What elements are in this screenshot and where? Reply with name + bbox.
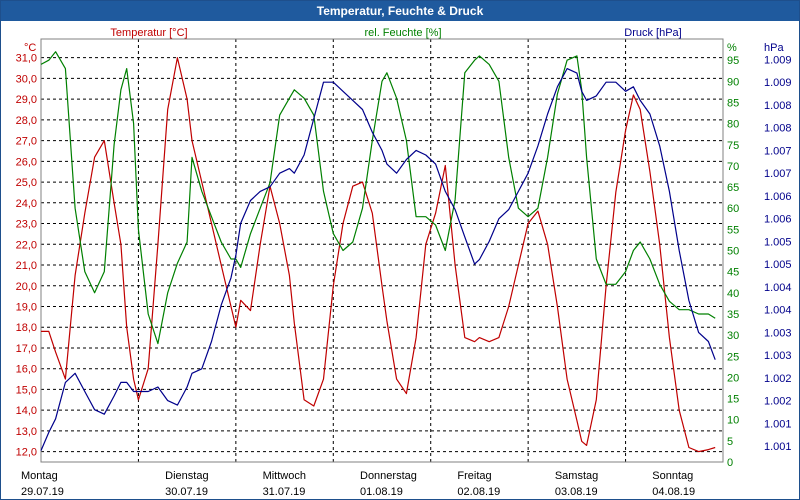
plot-border bbox=[40, 38, 724, 463]
plot-area bbox=[41, 39, 723, 462]
temperature-tick-label: 23,0 bbox=[16, 219, 37, 231]
pressure-tick-label: 1.004 bbox=[764, 305, 792, 317]
humidity-tick-label: 45 bbox=[727, 267, 739, 279]
humidity-axis-title: rel. Feuchte [%] bbox=[364, 27, 441, 39]
pressure-tick-label: 1.008 bbox=[764, 123, 792, 135]
temperature-tick-label: 12,0 bbox=[16, 447, 37, 459]
pressure-tick-label: 1.006 bbox=[764, 214, 792, 226]
date-label: 02.08.19 bbox=[457, 486, 500, 498]
pressure-tick-label: 1.005 bbox=[764, 236, 792, 248]
date-label: 01.08.19 bbox=[360, 486, 403, 498]
pressure-unit: hPa bbox=[764, 42, 784, 54]
humidity-tick-label: 40 bbox=[727, 288, 739, 300]
day-label: Mittwoch bbox=[263, 470, 306, 482]
pressure-tick-label: 1.003 bbox=[764, 327, 792, 339]
series-line-pressure bbox=[40, 67, 716, 451]
humidity-tick-label: 0 bbox=[727, 457, 733, 469]
pressure-tick-label: 1.003 bbox=[764, 350, 792, 362]
date-label: 30.07.19 bbox=[165, 486, 208, 498]
series-line-humidity bbox=[40, 51, 716, 345]
humidity-tick-label: 5 bbox=[727, 436, 733, 448]
date-label: 03.08.19 bbox=[555, 486, 598, 498]
temperature-tick-label: 27,0 bbox=[16, 136, 37, 148]
temperature-axis-title: Temperatur [°C] bbox=[110, 27, 187, 39]
temperature-tick-label: 21,0 bbox=[16, 260, 37, 272]
pressure-tick-label: 1.006 bbox=[764, 191, 792, 203]
day-label: Freitag bbox=[457, 470, 491, 482]
temperature-tick-label: 25,0 bbox=[16, 177, 37, 189]
humidity-tick-label: 35 bbox=[727, 309, 739, 321]
day-label: Donnerstag bbox=[360, 470, 417, 482]
temperature-tick-label: 22,0 bbox=[16, 239, 37, 251]
series-line-temperature bbox=[41, 57, 716, 453]
pressure-tick-label: 1.007 bbox=[764, 168, 792, 180]
humidity-tick-label: 30 bbox=[727, 330, 739, 342]
humidity-unit: % bbox=[727, 42, 737, 54]
temperature-tick-label: 31,0 bbox=[16, 53, 37, 65]
temperature-tick-label: 20,0 bbox=[16, 281, 37, 293]
temperature-tick-label: 17,0 bbox=[16, 343, 37, 355]
humidity-tick-label: 55 bbox=[727, 224, 739, 236]
humidity-tick-label: 50 bbox=[727, 246, 739, 258]
temperature-tick-label: 24,0 bbox=[16, 198, 37, 210]
temperature-tick-label: 18,0 bbox=[16, 322, 37, 334]
temperature-unit: °C bbox=[24, 42, 36, 54]
pressure-tick-label: 1.002 bbox=[764, 396, 792, 408]
day-label: Sonntag bbox=[652, 470, 693, 482]
humidity-tick-label: 95 bbox=[727, 55, 739, 67]
pressure-axis-title: Druck [hPa] bbox=[624, 27, 681, 39]
humidity-tick-label: 60 bbox=[727, 203, 739, 215]
pressure-tick-label: 1.008 bbox=[764, 100, 792, 112]
pressure-tick-label: 1.004 bbox=[764, 282, 792, 294]
window-title: Temperatur, Feuchte & Druck bbox=[1, 1, 799, 21]
temperature-tick-label: 14,0 bbox=[16, 405, 37, 417]
humidity-tick-label: 20 bbox=[727, 372, 739, 384]
day-label: Dienstag bbox=[165, 470, 208, 482]
humidity-tick-label: 25 bbox=[727, 351, 739, 363]
pressure-tick-label: 1.009 bbox=[764, 54, 792, 66]
pressure-tick-label: 1.005 bbox=[764, 259, 792, 271]
temperature-tick-label: 16,0 bbox=[16, 364, 37, 376]
pressure-tick-label: 1.001 bbox=[764, 441, 792, 453]
humidity-tick-label: 90 bbox=[727, 76, 739, 88]
humidity-tick-label: 80 bbox=[727, 119, 739, 131]
temperature-tick-label: 13,0 bbox=[16, 426, 37, 438]
pressure-tick-label: 1.009 bbox=[764, 77, 792, 89]
temperature-tick-label: 29,0 bbox=[16, 94, 37, 106]
day-label: Montag bbox=[21, 470, 58, 482]
date-label: 04.08.19 bbox=[652, 486, 695, 498]
temperature-tick-label: 19,0 bbox=[16, 301, 37, 313]
humidity-tick-label: 15 bbox=[727, 394, 739, 406]
day-label: Samstag bbox=[555, 470, 598, 482]
temperature-tick-label: 30,0 bbox=[16, 73, 37, 85]
humidity-tick-label: 85 bbox=[727, 97, 739, 109]
temperature-tick-label: 26,0 bbox=[16, 156, 37, 168]
pressure-tick-label: 1.001 bbox=[764, 418, 792, 430]
date-label: 31.07.19 bbox=[263, 486, 306, 498]
pressure-tick-label: 1.007 bbox=[764, 145, 792, 157]
humidity-tick-label: 10 bbox=[727, 415, 739, 427]
humidity-tick-label: 70 bbox=[727, 161, 739, 173]
date-label: 29.07.19 bbox=[21, 486, 64, 498]
temperature-tick-label: 15,0 bbox=[16, 384, 37, 396]
temperature-tick-label: 28,0 bbox=[16, 115, 37, 127]
humidity-tick-label: 65 bbox=[727, 182, 739, 194]
pressure-tick-label: 1.002 bbox=[764, 373, 792, 385]
humidity-tick-label: 75 bbox=[727, 140, 739, 152]
